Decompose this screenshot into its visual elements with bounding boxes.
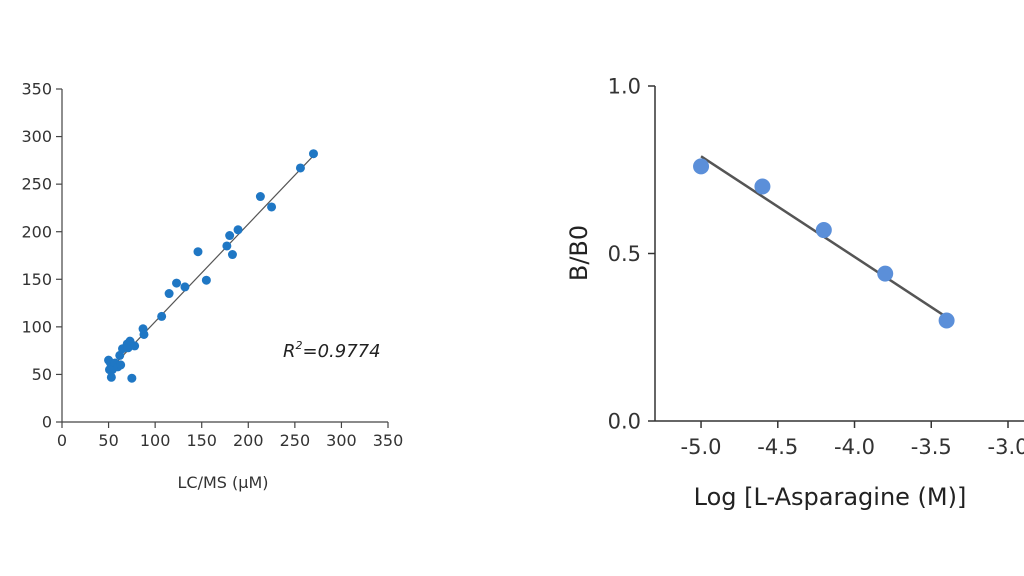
data-point — [308, 149, 318, 159]
x-tick-label: 150 — [186, 431, 217, 450]
data-point — [106, 372, 116, 382]
data-point — [222, 241, 232, 251]
data-point — [693, 158, 710, 175]
x-tick-label: 100 — [140, 431, 171, 450]
left-axes — [61, 89, 388, 423]
fit-line — [106, 153, 316, 373]
scatter-chart-asparagine: -5.0 -4.5 -4.0 -3.5 -3.0 0.0 0.5 1.0 Log [L-As… — [565, 74, 1024, 511]
data-point — [295, 163, 305, 173]
y-tick-label: 200 — [21, 222, 52, 241]
x-tick-label: 300 — [326, 431, 357, 450]
data-point — [877, 265, 894, 282]
data-point — [193, 247, 203, 257]
data-point — [267, 202, 277, 212]
data-point — [255, 192, 265, 202]
right-x-ticks: -5.0 -4.5 -4.0 -3.5 -3.0 — [681, 421, 1024, 459]
y-tick-label: 0.5 — [608, 242, 641, 266]
x-tick-label: -4.5 — [757, 435, 798, 459]
x-tick-label: -3.0 — [988, 435, 1024, 459]
data-point — [938, 312, 955, 329]
x-tick-label: -3.5 — [911, 435, 952, 459]
y-tick-label: 1.0 — [608, 74, 641, 98]
data-point — [157, 311, 167, 321]
x-tick-label: 50 — [98, 431, 118, 450]
data-point — [233, 225, 243, 235]
y-tick-label: 300 — [21, 127, 52, 146]
left-y-ticks: 0 50 100 150 200 250 300 350 — [21, 80, 62, 432]
y-tick-label: 350 — [21, 80, 52, 99]
scatter-chart-lcms: 0 50 100 150 200 250 300 350 0 50 100 150 200 250 300… — [21, 80, 403, 492]
r-squared-superscript: 2 — [296, 339, 303, 352]
data-point — [130, 341, 140, 351]
x-tick-label: 350 — [373, 431, 404, 450]
data-point — [227, 250, 237, 260]
y-tick-label: 0 — [42, 413, 52, 432]
r-squared-value: =0.9774 — [303, 341, 381, 362]
y-tick-label: 0.0 — [608, 409, 641, 433]
data-point — [180, 282, 190, 292]
right-y-ticks: 0.0 0.5 1.0 — [608, 74, 655, 433]
right-y-axis-label: B/B0 — [565, 225, 593, 281]
left-fit-line-group — [106, 153, 316, 373]
data-point — [225, 231, 235, 241]
r-squared-annotation: R2=0.9774 — [283, 339, 381, 362]
x-tick-label: 0 — [57, 431, 67, 450]
left-x-ticks: 0 50 100 150 200 250 300 350 — [57, 422, 403, 450]
x-tick-label: -4.0 — [834, 435, 875, 459]
data-point — [127, 373, 137, 383]
x-tick-label: 250 — [280, 431, 311, 450]
left-points — [104, 149, 318, 383]
x-tick-label: 200 — [233, 431, 264, 450]
data-point — [815, 222, 832, 239]
data-point — [201, 275, 211, 285]
right-x-axis-label: Log [L-Asparagine (M)] — [694, 483, 967, 511]
right-points — [693, 158, 955, 329]
left-x-axis-label: LC/MS (µM) — [178, 473, 269, 492]
data-point — [139, 329, 149, 339]
data-point — [172, 278, 182, 288]
y-tick-label: 50 — [32, 365, 52, 384]
y-tick-label: 150 — [21, 270, 52, 289]
data-point — [754, 178, 771, 195]
y-tick-label: 250 — [21, 175, 52, 194]
data-point — [164, 289, 174, 299]
y-tick-label: 100 — [21, 317, 52, 336]
r-squared-symbol: R — [283, 341, 296, 362]
x-tick-label: -5.0 — [681, 435, 722, 459]
data-point — [116, 360, 126, 370]
right-axes — [654, 86, 1024, 422]
